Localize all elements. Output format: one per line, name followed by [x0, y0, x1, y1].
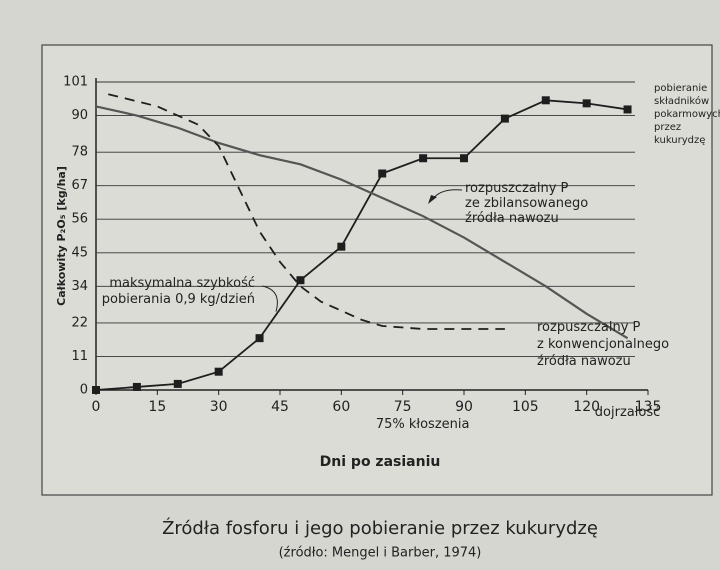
x-tick-label: 45 — [271, 399, 289, 415]
annotation: rozpuszczalny P z konwencjonalnego źródła … — [537, 320, 669, 369]
marker — [132, 382, 141, 391]
x-tick-label: 90 — [455, 399, 473, 415]
x-tick-label: 75 — [394, 399, 412, 415]
arrow — [261, 285, 278, 312]
marker — [255, 334, 264, 343]
annotation: dojrzałość — [595, 405, 661, 420]
annotation-line: przez — [654, 122, 681, 133]
y-tick-label: 22 — [71, 315, 88, 330]
y-tick-label: 0 — [80, 383, 88, 398]
marker — [296, 276, 305, 285]
marker — [419, 154, 428, 163]
x-tick-label: 120 — [573, 399, 600, 415]
marker — [378, 169, 387, 178]
annotation-line: ze zbilansowanego — [465, 196, 588, 211]
annotation-line: źródła nawozu — [537, 354, 631, 369]
arrow-head — [428, 195, 437, 204]
chart-subtitle: (źródło: Mengel i Barber, 1974) — [279, 546, 482, 561]
y-tick-label: 11 — [71, 349, 88, 364]
marker — [214, 367, 223, 376]
chart-title: Źródła fosforu i jego pobieranie przez k… — [162, 517, 598, 539]
marker — [500, 114, 509, 123]
marker — [173, 379, 182, 388]
annotation: pobieranie składników pokarmowych przez kuku… — [654, 83, 720, 146]
y-tick-label: 67 — [71, 178, 88, 193]
annotation: maksymalna szybkość pobierania 0,9 kg/dzi… — [102, 276, 255, 307]
annotation-line: maksymalna szybkość — [109, 276, 255, 291]
x-axis-label: Dni po zasianiu — [320, 454, 441, 470]
x-tick-label: 15 — [148, 399, 166, 415]
marker — [541, 96, 550, 105]
y-axis-label: Całkowity P₂O₅ [kg/ha] — [55, 166, 68, 306]
annotation-line: źródła nawozu — [465, 211, 559, 226]
y-tick-label: 78 — [71, 145, 88, 160]
y-tick-label: 56 — [71, 212, 88, 227]
x-tick-label: 60 — [332, 399, 350, 415]
annotation-line: składników — [654, 95, 709, 107]
annotation-line: 75% kłoszenia — [376, 417, 470, 432]
marker — [337, 242, 346, 251]
x-tick-label: 135 — [635, 399, 662, 415]
marker — [460, 154, 468, 163]
annotation-line: rozpuszczalny P — [537, 320, 641, 335]
x-tick-label: 0 — [92, 399, 101, 415]
series-line — [108, 93, 505, 330]
annotation-line: z konwencjonalnego — [537, 337, 669, 352]
annotation-line: dojrzałość — [595, 405, 661, 420]
annotation-line: pokarmowych — [654, 109, 720, 120]
x-tick-label: 30 — [210, 399, 228, 415]
annotation-line: kukurydzę — [654, 135, 705, 146]
y-tick-label: 90 — [71, 108, 88, 123]
y-tick-label: 34 — [71, 279, 88, 294]
annotation: 75% kłoszenia — [376, 417, 470, 432]
series-line — [95, 99, 628, 391]
annotation-line: rozpuszczalny P — [465, 181, 569, 196]
annotation-line: pobieranie — [654, 83, 707, 94]
y-tick-label: 101 — [63, 75, 88, 90]
marker — [623, 105, 632, 114]
y-tick-label: 45 — [71, 245, 88, 260]
marker — [582, 99, 591, 108]
marker — [92, 386, 100, 394]
x-tick-label: 105 — [512, 399, 539, 415]
annotation-line: pobierania 0,9 kg/dzień — [102, 292, 255, 307]
series-line — [95, 105, 629, 340]
